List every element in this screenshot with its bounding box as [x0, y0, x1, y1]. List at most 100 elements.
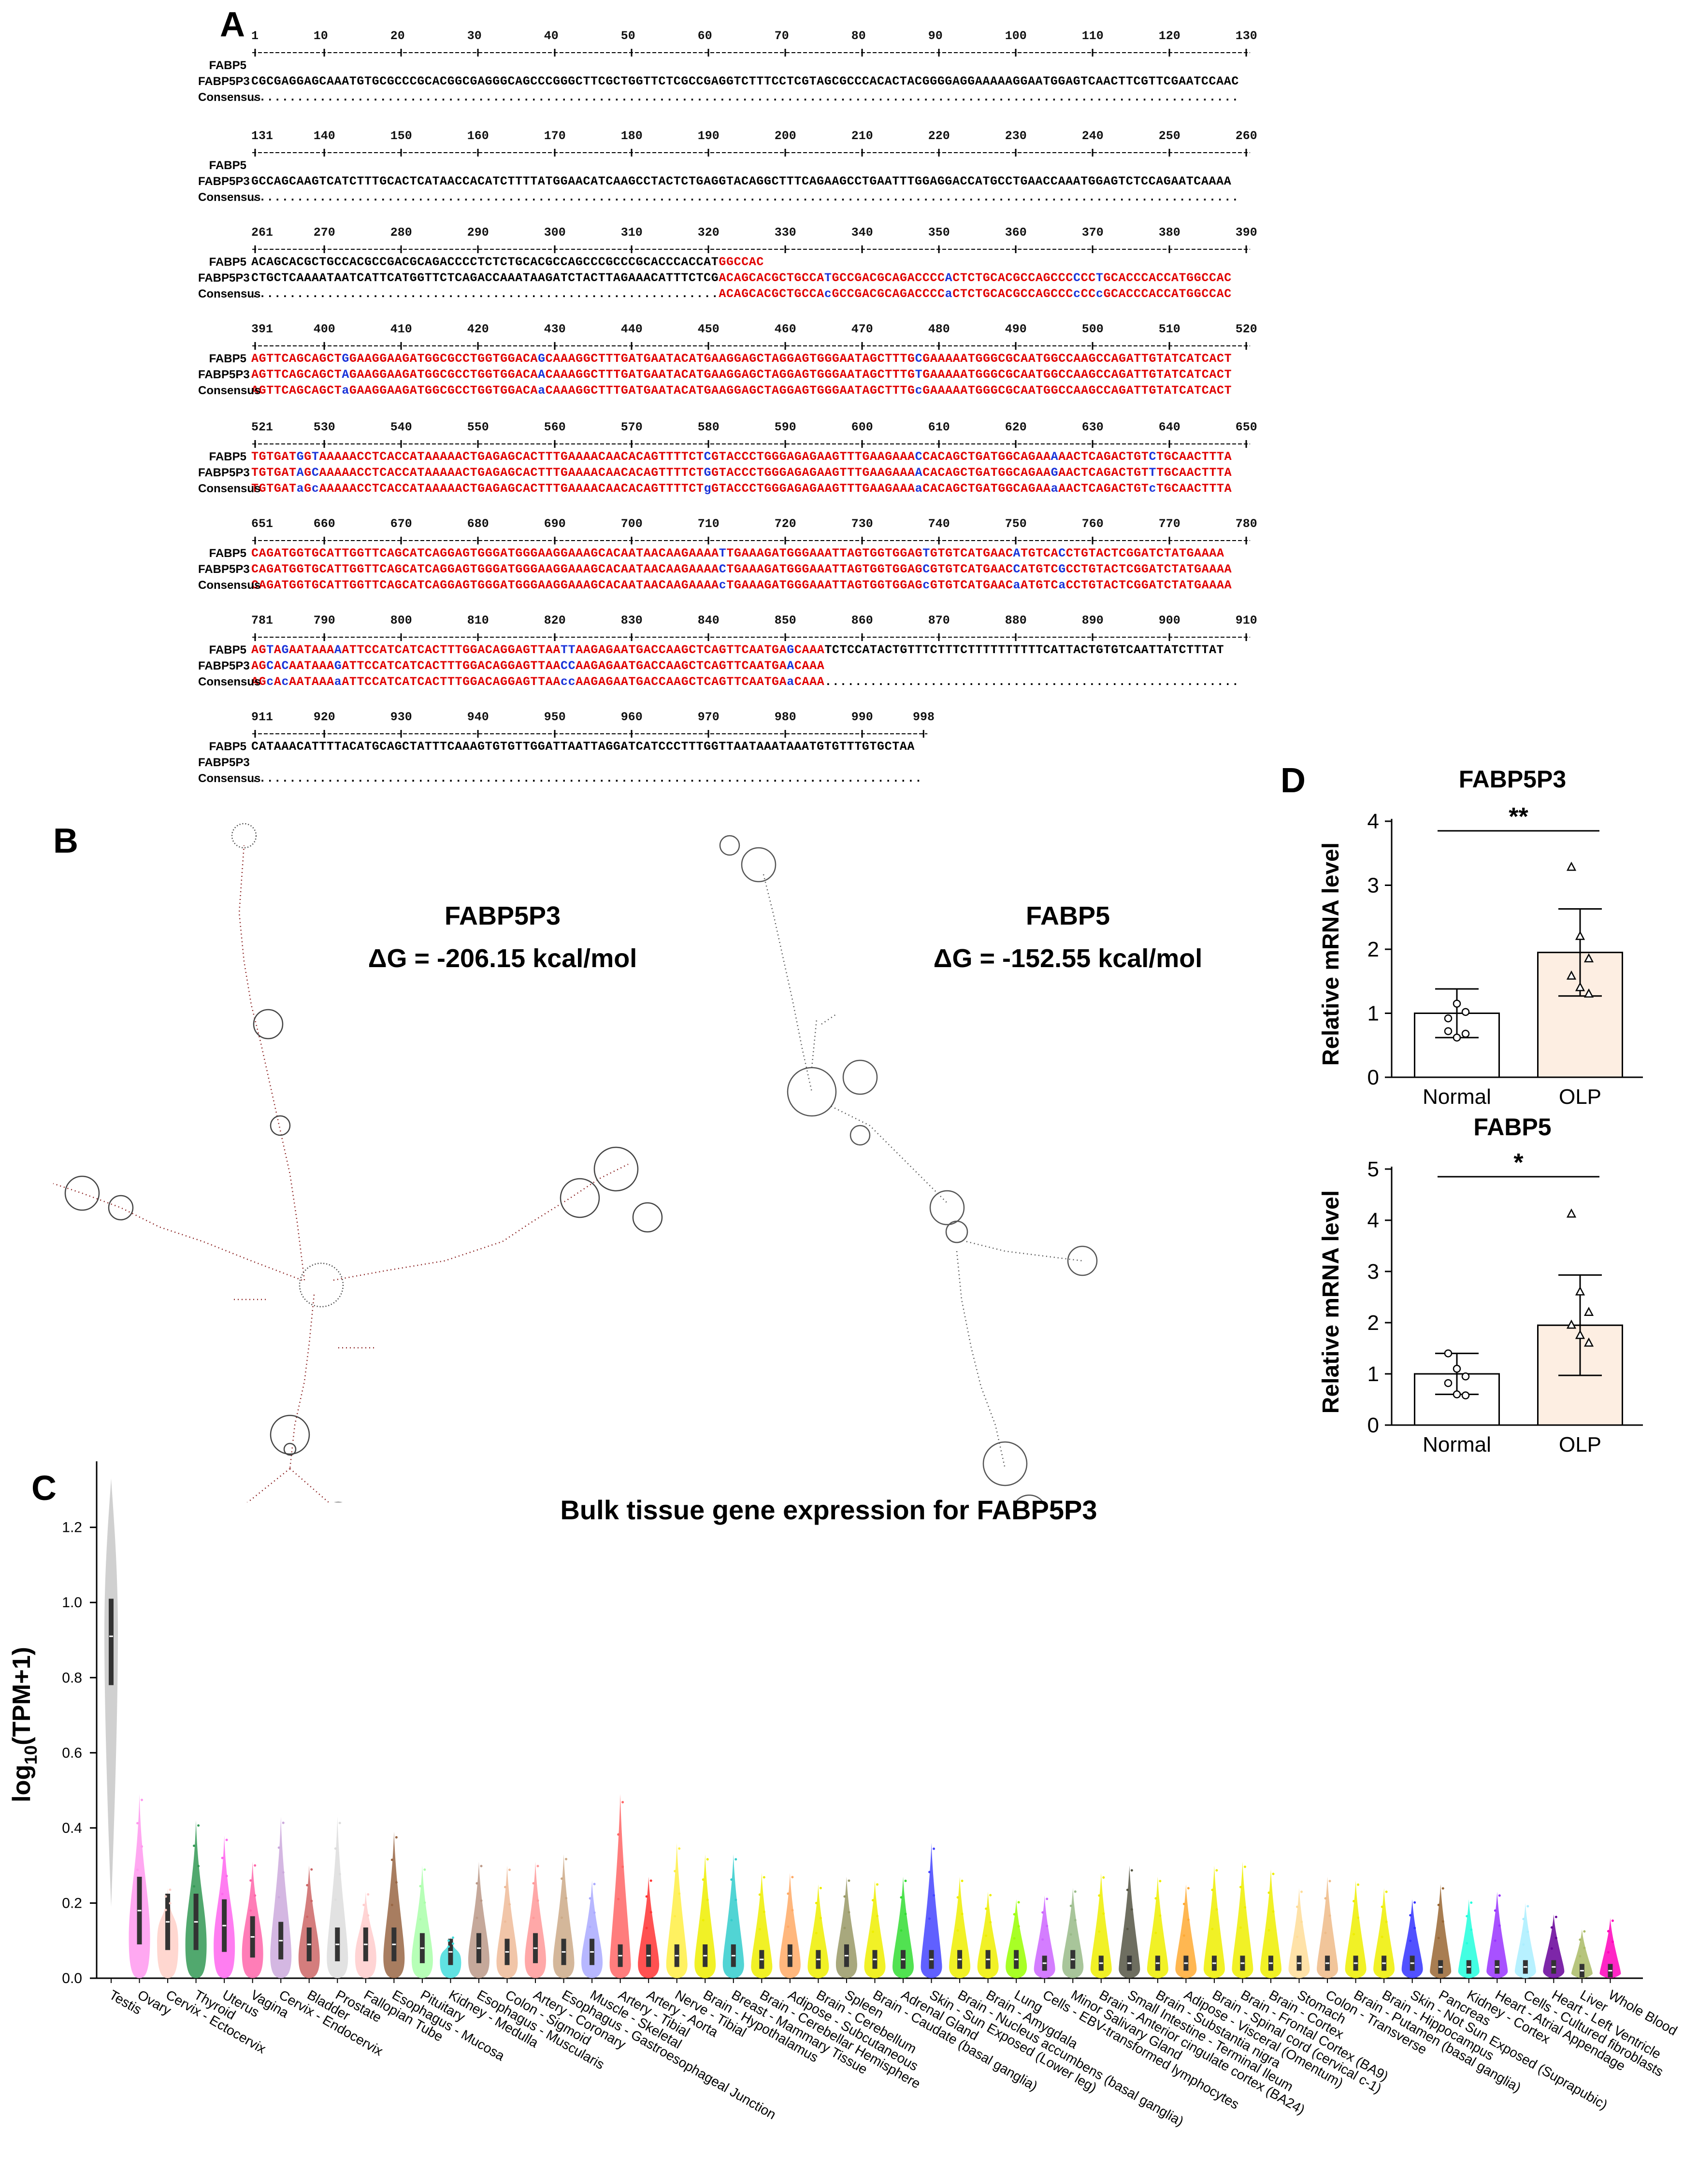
panel-label-a: A: [220, 5, 245, 44]
y-tick-label: 1.2: [62, 1520, 82, 1536]
position-tick-label: 998: [912, 710, 935, 724]
position-tick-label: 120: [1158, 29, 1180, 43]
alignment-row-fabp5: FABP5 TGTGATGGTAAAAACCTCACCATAAAAACTGAGAG…: [209, 449, 1255, 465]
position-tick-label: 950: [544, 710, 566, 724]
outlier-point: [1182, 1934, 1185, 1937]
outlier-point: [1046, 1898, 1049, 1900]
outlier-point: [815, 1932, 818, 1935]
violin-shape: [1345, 1880, 1367, 1978]
outlier-point: [1353, 1933, 1355, 1936]
violin-16: Esophagus - Gastroesophageal Junction: [553, 1854, 778, 2122]
outlier-point: [961, 1880, 964, 1883]
violin-shape: [270, 1816, 292, 1978]
sequence-text: TGTGATGGTAAAAACCTCACCATAAAAACTGAGAGCACTT…: [251, 450, 1232, 464]
outlier-point: [819, 1886, 822, 1889]
position-tick-label: 10: [313, 29, 328, 43]
position-tick-label: 260: [1235, 129, 1257, 143]
position-tick-label: 960: [620, 710, 643, 724]
position-tick-label: 460: [774, 322, 796, 336]
y-tick-label: 0.0: [62, 1970, 82, 1986]
outlier-point: [791, 1876, 794, 1879]
position-tick-label: 620: [1005, 420, 1027, 434]
position-tick-label: 750: [1005, 517, 1027, 531]
outlier-point: [362, 1925, 365, 1927]
outlier-point: [1017, 1925, 1020, 1928]
outlier-point: [904, 1913, 907, 1915]
position-tick-label: 770: [1158, 517, 1180, 531]
position-tick-label: 280: [390, 226, 412, 240]
position-tick-label: 370: [1081, 226, 1104, 240]
sequence-text: TGTGATaGcAAAAACCTCACCATAAAAACTGAGAGCACTT…: [251, 482, 1232, 496]
violin-shape: [1571, 1929, 1593, 1978]
position-tick-label: 210: [851, 129, 873, 143]
position-tick-label: 300: [544, 226, 566, 240]
position-tick-label: 320: [697, 226, 719, 240]
outlier-point: [1300, 1890, 1303, 1893]
outlier-point: [1187, 1918, 1190, 1921]
outlier-point: [678, 1892, 681, 1895]
outlier-point: [197, 1865, 200, 1868]
position-ruler: [251, 630, 1255, 642]
outlier-point: [1381, 1935, 1383, 1938]
data-point: [1575, 1329, 1585, 1339]
position-tick-label: 250: [1158, 129, 1180, 143]
sequence-text: AGTAGAATAAAAATTCCATCATCACTTTGGACAGGAGTTA…: [251, 643, 1224, 657]
outlier-point: [1522, 1943, 1525, 1946]
outlier-point: [928, 1917, 931, 1920]
outlier-point: [419, 1918, 422, 1921]
outlier-point: [277, 1896, 280, 1899]
row-label: Consensus: [198, 482, 261, 495]
row-label: Consensus: [198, 675, 261, 688]
outlier-point: [1154, 1897, 1157, 1900]
outlier-point: [928, 1870, 931, 1873]
outlier-point: [1328, 1914, 1331, 1917]
position-tick-label: 90: [928, 29, 943, 43]
position-tick-label: 780: [1235, 517, 1257, 531]
outlier-point: [1357, 1883, 1360, 1886]
position-tick-label: 521: [251, 420, 273, 434]
y-tick-label: 5: [1367, 1157, 1379, 1181]
outlier-point: [193, 1885, 196, 1888]
sequence-text: TGTGATAGCAAAAACCTCACCATAAAAACTGAGAGCACTT…: [251, 466, 1232, 480]
position-tick-label: 261: [251, 226, 273, 240]
outlier-point: [617, 1833, 620, 1836]
violin-10: Esophagus - Mucosa: [383, 1831, 507, 2064]
violin-shape: [1034, 1895, 1055, 1978]
outlier-point: [221, 1856, 224, 1859]
position-tick-label: 480: [928, 322, 950, 336]
outlier-point: [904, 1880, 907, 1883]
position-tick-label: 610: [928, 420, 950, 434]
outlier-point: [1130, 1869, 1133, 1872]
outlier-point: [282, 1871, 285, 1874]
violin-shape: [779, 1873, 801, 1978]
outlier-point: [734, 1858, 737, 1861]
y-tick-label: 1: [1367, 1002, 1379, 1026]
violin-shape: [835, 1877, 857, 1978]
outlier-point: [589, 1926, 591, 1928]
outlier-point: [169, 1902, 172, 1905]
position-tick-label: 130: [1235, 29, 1257, 43]
outlier-point: [649, 1879, 652, 1882]
sequence-text: CAGATGGTGCATTGGTTCAGCATCAGGAGTGGGATGGGAA…: [251, 578, 1232, 592]
outlier-point: [310, 1899, 313, 1902]
position-tick-label: 810: [467, 614, 489, 628]
position-tick-label: 850: [774, 614, 796, 628]
outlier-point: [843, 1895, 846, 1898]
sequence-text: ........................................…: [251, 287, 1232, 301]
row-label: Consensus: [198, 772, 261, 785]
alignment-row-fabp5p3: FABP5P3 CGCGAGGAGCAAATGTGCGCCCGCACGGCGAGG…: [198, 73, 1255, 89]
outlier-point: [1046, 1925, 1049, 1927]
bar-chart-fabp5: FABP5 0 1 2 3 4 5 Relative mRNA level Normal OLP *: [1318, 1113, 1643, 1456]
outlier-point: [310, 1868, 313, 1871]
position-tick-label: 390: [1235, 226, 1257, 240]
violin-shape: [722, 1854, 744, 1978]
position-tick-label: 670: [390, 517, 412, 531]
alignment-row-fabp5p3: FABP5P3 AGTTCAGCAGCTAGAAGGAAGATGGCGCCTGGT…: [198, 367, 1255, 383]
position-tick-label: 970: [697, 710, 719, 724]
violin-shape: [977, 1892, 999, 1978]
y-tick-label: 1: [1367, 1362, 1379, 1386]
row-label: FABP5: [209, 547, 246, 560]
violin-shape: [1175, 1884, 1197, 1978]
outlier-point: [1074, 1919, 1077, 1922]
outlier-point: [1215, 1869, 1218, 1872]
